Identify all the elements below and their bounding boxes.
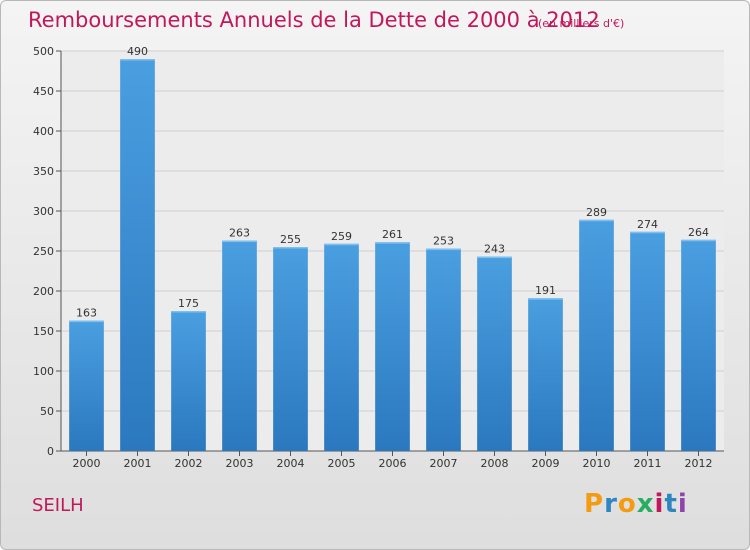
y-tick-label: 50 — [40, 405, 54, 418]
bar-highlight — [630, 231, 665, 234]
bar-highlight — [324, 243, 359, 246]
bar-highlight — [171, 311, 206, 313]
bar — [630, 231, 665, 451]
bar — [579, 219, 614, 451]
logo-letter: t — [664, 489, 678, 519]
x-tick-label: 2005 — [328, 457, 356, 470]
x-tick-label: 2006 — [379, 457, 407, 470]
logo-letter: o — [617, 489, 637, 519]
x-tick-label: 2000 — [73, 457, 101, 470]
bar — [426, 248, 461, 451]
x-tick-label: 2009 — [532, 457, 560, 470]
chart-subtitle: (en milliers d'€) — [538, 17, 625, 30]
data-label: 490 — [127, 45, 148, 58]
data-label: 264 — [688, 226, 709, 239]
data-label: 261 — [382, 228, 403, 241]
logo-letter: P — [584, 489, 605, 519]
bar — [273, 247, 308, 451]
commune-name: SEILH — [32, 495, 84, 516]
data-label: 289 — [586, 206, 607, 219]
y-tick-label: 100 — [33, 365, 54, 378]
y-tick-label: 350 — [33, 165, 54, 178]
x-tick-label: 2001 — [124, 457, 152, 470]
x-tick-label: 2008 — [481, 457, 509, 470]
data-label: 175 — [178, 297, 199, 310]
x-tick-label: 2012 — [685, 457, 713, 470]
data-label: 253 — [433, 235, 454, 248]
y-tick-label: 0 — [47, 445, 54, 458]
bar — [477, 256, 512, 451]
bar — [528, 298, 563, 451]
y-tick-label: 200 — [33, 285, 54, 298]
data-label: 263 — [229, 227, 250, 240]
logo-letter: i — [654, 489, 665, 519]
bar-highlight — [273, 247, 308, 249]
y-tick-label: 150 — [33, 325, 54, 338]
logo-letter: i — [677, 489, 688, 519]
y-tick-label: 300 — [33, 205, 54, 218]
data-label: 191 — [535, 284, 556, 297]
bar-highlight — [579, 219, 614, 222]
x-tick-label: 2004 — [277, 457, 305, 470]
y-tick-label: 500 — [33, 45, 54, 58]
logo-letter: x — [636, 489, 655, 519]
data-label: 163 — [76, 307, 97, 320]
bar-highlight — [120, 59, 155, 61]
bar — [375, 242, 410, 451]
proxiti-logo[interactable]: Proxiti — [584, 489, 688, 519]
x-tick-label: 2011 — [634, 457, 662, 470]
bar — [222, 240, 257, 451]
bar-highlight — [426, 248, 461, 251]
bar-highlight — [477, 256, 512, 259]
bar-highlight — [69, 320, 104, 323]
bar-highlight — [222, 240, 257, 243]
x-tick-label: 2007 — [430, 457, 458, 470]
bar — [69, 320, 104, 451]
bar-highlight — [375, 242, 410, 244]
data-label: 274 — [637, 218, 658, 231]
y-tick-label: 400 — [33, 125, 54, 138]
y-tick-label: 450 — [33, 85, 54, 98]
data-label: 259 — [331, 230, 352, 243]
logo-letter: r — [604, 489, 618, 519]
x-tick-label: 2010 — [583, 457, 611, 470]
x-tick-label: 2002 — [175, 457, 203, 470]
bar — [324, 243, 359, 451]
data-label: 255 — [280, 233, 301, 246]
bar-highlight — [528, 298, 563, 300]
bar — [171, 311, 206, 451]
bar — [120, 59, 155, 451]
x-tick-label: 2003 — [226, 457, 254, 470]
bar-highlight — [681, 239, 716, 242]
chart-title: Remboursements Annuels de la Dette de 20… — [28, 8, 600, 32]
bar — [681, 239, 716, 451]
data-label: 243 — [484, 243, 505, 256]
y-tick-label: 250 — [33, 245, 54, 258]
